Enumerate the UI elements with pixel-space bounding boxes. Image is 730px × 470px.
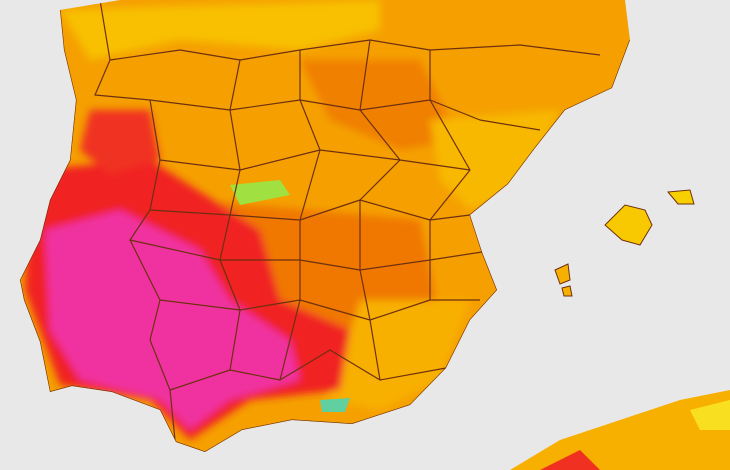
menorca [667, 189, 695, 205]
north-provinces [109, 39, 601, 61]
douro-hot [80, 110, 160, 175]
east-verticals [359, 39, 401, 381]
andalusia [169, 349, 447, 391]
west-verticals [219, 59, 241, 371]
province-borders [20, 0, 630, 452]
gredos-cool [230, 180, 290, 205]
mid-verticals [279, 50, 321, 381]
andalusia-north [159, 299, 480, 321]
africa-warm [690, 400, 730, 430]
ibiza [554, 263, 571, 285]
heat-zones [25, 0, 560, 440]
ebro-warm [430, 110, 560, 210]
north-africa [510, 390, 730, 470]
far-east-verticals [429, 50, 471, 300]
central [149, 199, 471, 221]
extreme-zone [45, 210, 300, 430]
south-central [129, 239, 483, 271]
formentera [561, 285, 573, 297]
mallorca [604, 204, 653, 246]
coastline [20, 9, 630, 452]
central-north [300, 60, 460, 150]
sierra-nevada [320, 398, 350, 412]
north-warm [60, 0, 380, 60]
africa-hot [540, 450, 600, 470]
